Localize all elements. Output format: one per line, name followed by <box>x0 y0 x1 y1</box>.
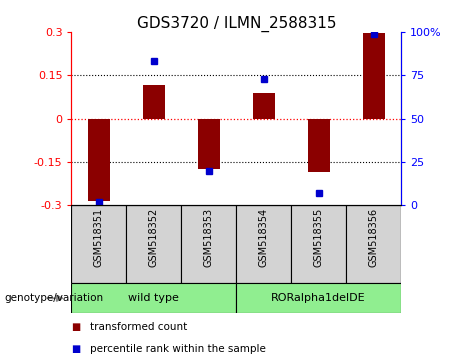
Bar <box>143 85 165 119</box>
Text: GSM518351: GSM518351 <box>94 208 104 267</box>
Text: ■: ■ <box>71 344 81 354</box>
Bar <box>71 205 126 283</box>
Bar <box>71 283 236 313</box>
Bar <box>236 205 291 283</box>
Text: GSM518352: GSM518352 <box>149 208 159 267</box>
Bar <box>198 119 220 169</box>
Bar <box>126 205 181 283</box>
Bar <box>236 283 401 313</box>
Bar <box>363 33 384 119</box>
Bar <box>346 205 401 283</box>
Text: GSM518356: GSM518356 <box>369 208 378 267</box>
Text: wild type: wild type <box>129 293 179 303</box>
Bar <box>88 119 110 201</box>
Bar <box>181 205 236 283</box>
Text: RORalpha1delDE: RORalpha1delDE <box>272 293 366 303</box>
Bar <box>291 205 346 283</box>
Text: GSM518354: GSM518354 <box>259 208 269 267</box>
Text: genotype/variation: genotype/variation <box>5 293 104 303</box>
Text: GSM518355: GSM518355 <box>313 208 324 267</box>
Title: GDS3720 / ILMN_2588315: GDS3720 / ILMN_2588315 <box>136 16 336 32</box>
Text: transformed count: transformed count <box>90 322 187 332</box>
Bar <box>307 119 330 172</box>
Text: GSM518353: GSM518353 <box>204 208 214 267</box>
Text: percentile rank within the sample: percentile rank within the sample <box>90 344 266 354</box>
Bar <box>253 93 275 119</box>
Text: ■: ■ <box>71 322 81 332</box>
